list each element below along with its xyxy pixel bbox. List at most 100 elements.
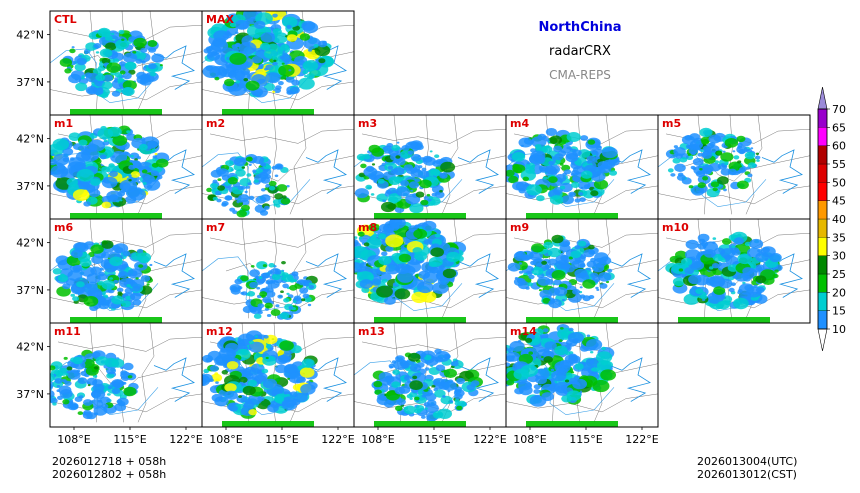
init-time-utc: 2026012718 + 058h — [52, 455, 167, 468]
radar-echo — [128, 164, 136, 170]
radar-echo — [421, 220, 437, 232]
radar-echo — [126, 130, 131, 134]
radar-echo — [238, 202, 242, 205]
radar-echo — [739, 167, 746, 172]
radar-echo — [507, 262, 521, 272]
radar-echo — [248, 156, 252, 160]
radar-echo — [723, 188, 727, 192]
colorbar-segment — [817, 200, 828, 220]
panel-frame — [505, 322, 659, 428]
panel-label: m4 — [510, 117, 529, 130]
panel-m13: m13 108°E 115°E 122°E — [353, 322, 507, 446]
colorbar-segment — [817, 273, 828, 293]
panel-plot-area — [354, 219, 506, 323]
radar-echo — [538, 384, 542, 387]
radar-echo — [159, 64, 163, 67]
radar-echo — [151, 53, 165, 63]
radar-echo — [582, 279, 596, 289]
radar-echo — [291, 79, 300, 86]
radar-echo — [435, 364, 446, 372]
panel-m14: m14 108°E 115°E 122°E — [505, 322, 659, 446]
radar-echo — [256, 261, 268, 270]
radar-echo — [209, 365, 219, 372]
radar-echo — [74, 396, 83, 403]
radar-echo — [398, 253, 411, 263]
radar-echo-band — [374, 421, 466, 427]
radar-echo — [583, 249, 595, 258]
radar-echo — [454, 398, 460, 403]
radar-echo — [101, 201, 112, 209]
radar-echo — [733, 297, 749, 310]
panel-plot-area — [202, 323, 354, 427]
radar-echo — [146, 283, 150, 286]
radar-echo — [354, 238, 359, 247]
radar-echo — [358, 237, 363, 240]
radar-echo — [260, 194, 271, 202]
radar-echo — [428, 196, 434, 200]
radar-echo — [356, 268, 360, 272]
radar-echo — [506, 169, 515, 177]
radar-echo-band — [222, 109, 314, 115]
radar-echo — [570, 250, 582, 259]
radar-echo — [568, 327, 574, 332]
radar-echo — [59, 389, 73, 399]
panel-label: m11 — [54, 325, 81, 338]
radar-echo — [123, 386, 137, 397]
radar-echo — [572, 378, 587, 390]
radar-echo — [286, 34, 298, 42]
radar-echo — [457, 400, 467, 408]
radar-echo — [155, 158, 169, 168]
radar-echo — [122, 250, 131, 257]
radar-echo — [95, 74, 106, 82]
radar-echo — [732, 150, 736, 153]
radar-echo — [86, 72, 100, 83]
colorbar-tick-label: 65 — [832, 121, 846, 134]
radar-echo — [260, 176, 271, 184]
radar-echo — [718, 278, 733, 289]
radar-echo — [409, 380, 423, 391]
radar-echo — [403, 375, 412, 381]
radar-echo — [255, 168, 263, 174]
radar-echo — [246, 173, 252, 177]
radar-echo — [435, 351, 451, 362]
radar-echo — [731, 245, 736, 249]
radar-echo — [381, 251, 388, 256]
radar-echo — [358, 156, 365, 161]
coastline — [305, 149, 347, 194]
radar-echo — [737, 253, 753, 265]
panel-label: m10 — [662, 221, 689, 234]
radar-echo — [363, 242, 370, 247]
radar-echo — [133, 37, 147, 48]
radar-echo — [264, 67, 268, 71]
colorbar-tick-label: 10 — [832, 323, 846, 336]
radar-echo — [543, 356, 553, 363]
radar-echo — [137, 181, 141, 184]
radar-echo — [216, 168, 229, 177]
province-boundary — [271, 115, 277, 215]
radar-echo — [511, 152, 526, 162]
radar-echo — [272, 28, 282, 35]
radar-echo — [235, 31, 239, 34]
panel-plot-area — [202, 219, 354, 323]
panel-m8: m8 — [353, 218, 507, 324]
province-boundary — [506, 185, 658, 205]
radar-echo — [679, 156, 688, 163]
colorbar-tick-label: 20 — [832, 286, 846, 299]
radar-echo — [283, 349, 291, 355]
radar-echo — [526, 162, 530, 165]
radar-echo — [107, 385, 113, 390]
radar-echo — [439, 264, 446, 269]
radar-echo — [597, 272, 612, 282]
radar-echo — [672, 277, 685, 287]
radar-echo — [567, 332, 584, 344]
radar-echo — [211, 189, 215, 192]
radar-echo — [388, 193, 402, 203]
radar-echo — [699, 168, 703, 171]
radar-echo — [392, 369, 401, 375]
coastline — [305, 45, 347, 90]
radar-echo — [366, 237, 382, 249]
radar-echo — [363, 154, 371, 160]
radar-echo — [518, 385, 533, 396]
radar-echo — [530, 260, 537, 266]
radar-echo — [249, 269, 260, 277]
